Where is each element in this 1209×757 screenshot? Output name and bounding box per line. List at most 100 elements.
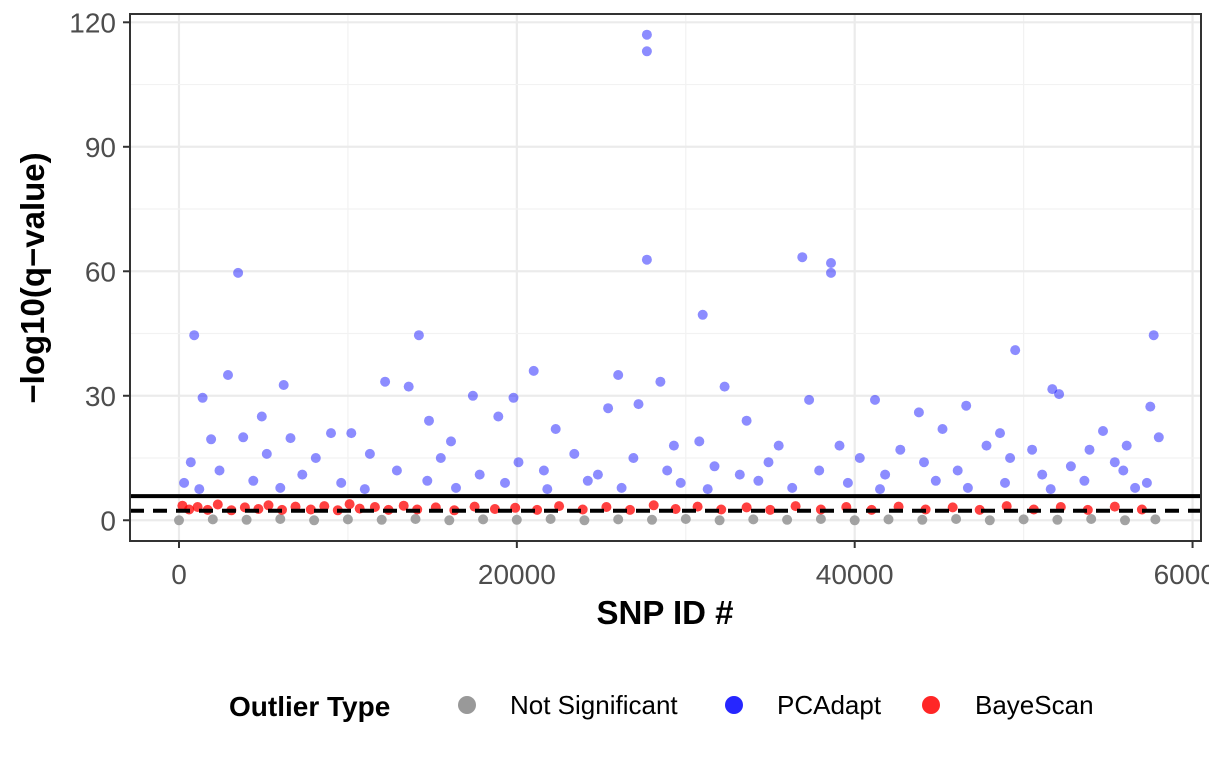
point-pcadapt xyxy=(709,461,720,472)
point-pcadapt xyxy=(1109,457,1120,468)
point-pcadapt xyxy=(223,370,233,380)
point-pcadapt xyxy=(297,469,308,480)
point-pcadapt xyxy=(1145,401,1156,412)
point-bayescan xyxy=(741,502,752,513)
point-pcadapt xyxy=(675,477,686,488)
point-pcadapt xyxy=(364,448,375,459)
legend-label-not-significant: Not Significant xyxy=(510,690,678,720)
point-pcadapt xyxy=(1130,482,1141,493)
point-pcadapt xyxy=(668,440,679,451)
legend-swatch-not-significant xyxy=(458,696,476,714)
point-pcadapt xyxy=(763,457,774,468)
point-not-significant xyxy=(951,514,962,524)
point-pcadapt xyxy=(451,482,461,493)
point-pcadapt xyxy=(582,475,593,486)
point-bayescan xyxy=(1001,501,1012,512)
point-pcadapt xyxy=(261,448,272,459)
point-pcadapt xyxy=(603,403,614,414)
point-not-significant xyxy=(207,514,218,525)
point-pcadapt xyxy=(995,428,1005,439)
point-bayescan xyxy=(765,504,776,515)
point-pcadapt xyxy=(275,482,286,493)
point-bayescan xyxy=(1109,501,1120,512)
point-pcadapt xyxy=(189,330,200,341)
point-pcadapt xyxy=(814,465,825,476)
point-pcadapt xyxy=(256,411,267,422)
point-pcadapt xyxy=(424,415,434,426)
point-pcadapt xyxy=(197,392,208,403)
point-bayescan xyxy=(790,501,801,512)
point-pcadapt xyxy=(719,381,730,392)
point-not-significant xyxy=(1018,514,1029,525)
y-tick-label: 120 xyxy=(69,7,116,38)
point-pcadapt xyxy=(787,482,798,493)
point-pcadapt xyxy=(1084,444,1095,455)
point-not-significant xyxy=(917,514,928,525)
point-pcadapt xyxy=(500,477,510,488)
point-not-significant xyxy=(275,514,286,524)
point-pcadapt xyxy=(550,424,561,434)
point-bayescan xyxy=(489,504,500,514)
point-not-significant xyxy=(883,514,894,525)
point-pcadapt xyxy=(248,475,259,486)
point-pcadapt xyxy=(513,457,524,468)
point-pcadapt xyxy=(655,376,666,387)
point-pcadapt xyxy=(875,484,885,495)
point-pcadapt xyxy=(413,330,424,341)
legend-swatch-bayescan xyxy=(922,696,940,714)
point-bayescan xyxy=(263,500,274,511)
point-pcadapt xyxy=(633,399,644,410)
point-pcadapt xyxy=(804,394,815,405)
data-points xyxy=(174,29,1164,526)
legend-label-bayescan: BayeScan xyxy=(975,690,1094,720)
x-axis-title: SNP ID # xyxy=(597,594,734,631)
point-pcadapt xyxy=(493,411,504,422)
point-not-significant xyxy=(579,515,590,526)
point-pcadapt xyxy=(1005,453,1016,463)
point-not-significant xyxy=(1052,514,1063,525)
point-pcadapt xyxy=(694,436,705,447)
point-not-significant xyxy=(1086,514,1097,524)
point-pcadapt xyxy=(206,434,217,445)
point-pcadapt xyxy=(194,484,205,495)
y-axis-title: −log10(q−value) xyxy=(14,152,51,403)
point-pcadapt xyxy=(1098,426,1108,436)
point-pcadapt xyxy=(826,258,836,268)
point-pcadapt xyxy=(179,477,190,488)
point-not-significant xyxy=(1120,515,1130,526)
point-pcadapt xyxy=(919,457,929,468)
legend: Outlier Type Not Significant PCAdapt Bay… xyxy=(229,690,1094,722)
point-not-significant xyxy=(545,514,556,524)
point-pcadapt xyxy=(1045,484,1056,495)
point-pcadapt xyxy=(326,428,336,439)
point-bayescan xyxy=(510,502,521,513)
point-bayescan xyxy=(554,501,565,512)
point-pcadapt xyxy=(981,440,992,451)
y-tick-label: 0 xyxy=(100,505,116,536)
point-pcadapt xyxy=(880,469,891,480)
point-not-significant xyxy=(748,514,759,525)
point-pcadapt xyxy=(1037,469,1048,480)
point-pcadapt xyxy=(1010,345,1021,356)
point-pcadapt xyxy=(233,267,244,278)
point-bayescan xyxy=(670,504,681,514)
point-pcadapt xyxy=(528,365,539,376)
point-pcadapt xyxy=(592,469,603,480)
point-pcadapt xyxy=(508,392,519,403)
legend-label-pcadapt: PCAdapt xyxy=(777,690,882,720)
point-pcadapt xyxy=(797,252,808,263)
y-tick-label: 30 xyxy=(85,381,116,412)
point-pcadapt xyxy=(542,484,553,495)
point-pcadapt xyxy=(870,394,880,405)
point-pcadapt xyxy=(1027,444,1038,455)
point-not-significant xyxy=(647,514,657,525)
point-pcadapt xyxy=(1153,432,1164,443)
point-bayescan xyxy=(305,504,316,515)
point-not-significant xyxy=(342,514,353,525)
point-pcadapt xyxy=(1148,330,1159,341)
point-not-significant xyxy=(309,515,320,526)
point-pcadapt xyxy=(1047,384,1058,395)
point-pcadapt xyxy=(641,29,652,40)
